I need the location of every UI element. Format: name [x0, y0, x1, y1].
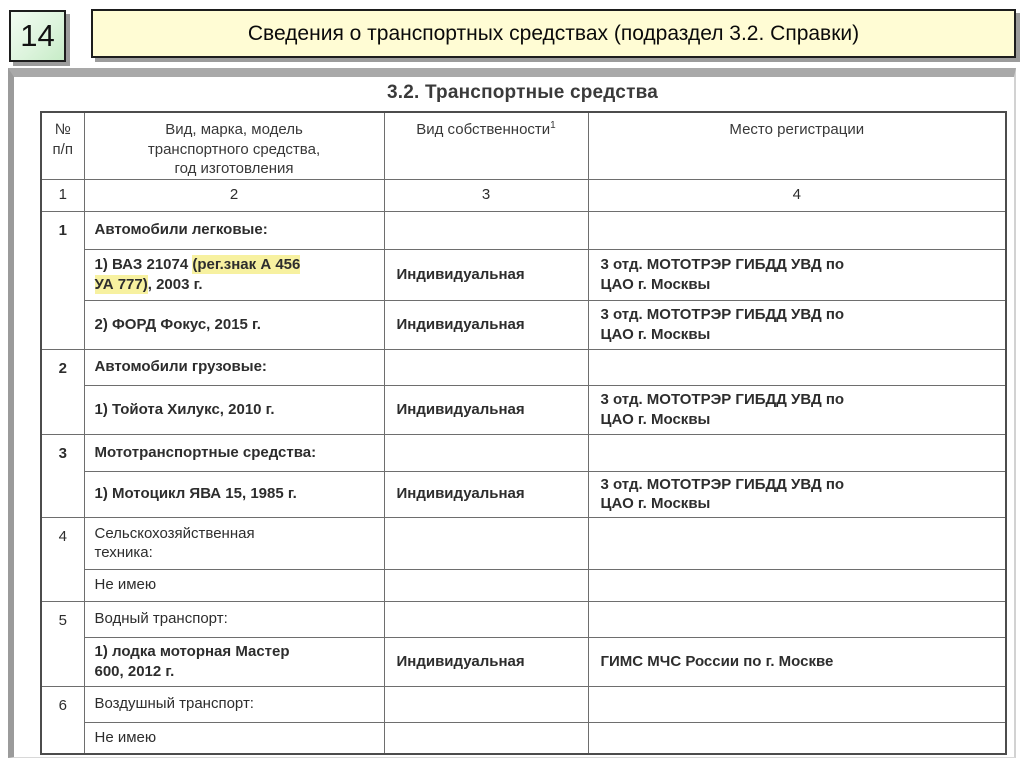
cell-group-number: 3 — [40, 433, 85, 518]
vehicle-row: 1) Тойота Хилукс, 2010 г. Индивидуальная… — [41, 384, 1007, 435]
column-header-vehicle: Вид, марка, модель транспортного средств… — [83, 111, 385, 180]
cell-empty — [383, 433, 589, 472]
cell-vehicle: 1) Мотоцикл ЯВА 15, 1985 г. — [83, 470, 385, 518]
cell-group-number: 5 — [40, 600, 85, 687]
cell-place: 3 отд. МОТОТРЭР ГИБДД УВД по ЦАО г. Моск… — [587, 384, 1007, 435]
cell-empty — [383, 516, 589, 570]
cell-ownership: Индивидуальная — [383, 248, 589, 301]
column-number: 1 — [40, 178, 85, 212]
cell-empty — [587, 685, 1007, 723]
document-section-heading: 3.2. Транспортные средства — [387, 82, 658, 103]
column-header-ownership: Вид собственности1 — [383, 111, 589, 180]
slide-title: Сведения о транспортных средствах (подра… — [247, 21, 860, 45]
cell-ownership — [383, 721, 589, 755]
cell-vehicle: Не имею — [83, 568, 385, 602]
cell-category: Воздушный транспорт: — [83, 685, 385, 723]
column-number: 2 — [83, 178, 385, 212]
slide-number: 14 — [20, 18, 55, 53]
cell-group-number: 1 — [40, 210, 85, 350]
cell-group-number: 6 — [40, 685, 85, 755]
cell-category: Автомобили грузовые: — [83, 348, 385, 386]
column-numbers-row: 1 2 3 4 — [40, 178, 1007, 212]
cell-ownership: Индивидуальная — [383, 636, 589, 687]
vehicle-row: Не имею — [41, 721, 1007, 755]
cell-ownership: Индивидуальная — [383, 299, 589, 350]
cell-empty — [587, 516, 1007, 570]
cell-place: 3 отд. МОТОТРЭР ГИБДД УВД по ЦАО г. Моск… — [587, 470, 1007, 518]
slide-title-bar: Сведения о транспортных средствах (подра… — [91, 9, 1016, 58]
cell-empty — [587, 348, 1007, 386]
cell-vehicle: 1) лодка моторная Мастер 600, 2012 г. — [83, 636, 385, 687]
cell-category: Автомобили легковые: — [83, 210, 385, 250]
cell-ownership — [383, 568, 589, 602]
cell-place — [587, 721, 1007, 755]
cell-group-number: 2 — [40, 348, 85, 435]
category-row: 5 Водный транспорт: — [40, 600, 1007, 687]
cell-ownership: Индивидуальная — [383, 384, 589, 435]
vehicles-table: № п/п Вид, марка, модель транспортного с… — [40, 111, 1007, 755]
cell-vehicle: Не имею — [83, 721, 385, 755]
cell-ownership: Индивидуальная — [383, 470, 589, 518]
category-row: 1 Автомобили легковые: — [40, 210, 1007, 350]
cell-place — [587, 568, 1007, 602]
column-number: 4 — [587, 178, 1007, 212]
cell-group-number: 4 — [40, 516, 85, 602]
cell-place: 3 отд. МОТОТРЭР ГИБДД УВД по ЦАО г. Моск… — [587, 299, 1007, 350]
vehicle-row: 1) лодка моторная Мастер 600, 2012 г. Ин… — [41, 636, 1007, 687]
cell-empty — [587, 433, 1007, 472]
cell-category: Сельскохозяйственная техника: — [83, 516, 385, 570]
cell-empty — [383, 210, 589, 250]
table-header-row: № п/п Вид, марка, модель транспортного с… — [40, 111, 1007, 180]
slide-number-badge: 14 — [9, 10, 66, 62]
cell-empty — [587, 600, 1007, 638]
cell-empty — [383, 348, 589, 386]
cell-category: Мототранспортные средства: — [83, 433, 385, 472]
category-row: 4 Сельскохозяйственная техника: — [40, 516, 1007, 602]
vehicle-row: 1) Мотоцикл ЯВА 15, 1985 г. Индивидуальн… — [41, 470, 1007, 518]
column-number: 3 — [383, 178, 589, 212]
category-row: 3 Мототранспортные средства: — [40, 433, 1007, 518]
cell-vehicle: 1) Тойота Хилукс, 2010 г. — [83, 384, 385, 435]
cell-category: Водный транспорт: — [83, 600, 385, 638]
footnote-marker: 1 — [550, 120, 556, 131]
cell-empty — [587, 210, 1007, 250]
category-row: 2 Автомобили грузовые: — [40, 348, 1007, 435]
cell-place: 3 отд. МОТОТРЭР ГИБДД УВД по ЦАО г. Моск… — [587, 248, 1007, 301]
cell-empty — [383, 685, 589, 723]
scanned-document: 3.2. Транспортные средства № п/п Вид, ма… — [8, 68, 1016, 758]
vehicle-row: 2) ФОРД Фокус, 2015 г. Индивидуальная 3 … — [41, 299, 1007, 350]
vehicle-row: Не имею — [41, 568, 1007, 602]
vehicle-row: 1) ВАЗ 21074 (рег.знак А 456 УА 777), 20… — [41, 248, 1007, 301]
cell-place: ГИМС МЧС России по г. Москве — [587, 636, 1007, 687]
cell-empty — [383, 600, 589, 638]
category-row: 6 Воздушный транспорт: — [40, 685, 1007, 755]
cell-vehicle: 1) ВАЗ 21074 (рег.знак А 456 УА 777), 20… — [83, 248, 385, 301]
column-header-place: Место регистрации — [587, 111, 1007, 180]
cell-vehicle: 2) ФОРД Фокус, 2015 г. — [83, 299, 385, 350]
column-header-number: № п/п — [40, 111, 85, 180]
